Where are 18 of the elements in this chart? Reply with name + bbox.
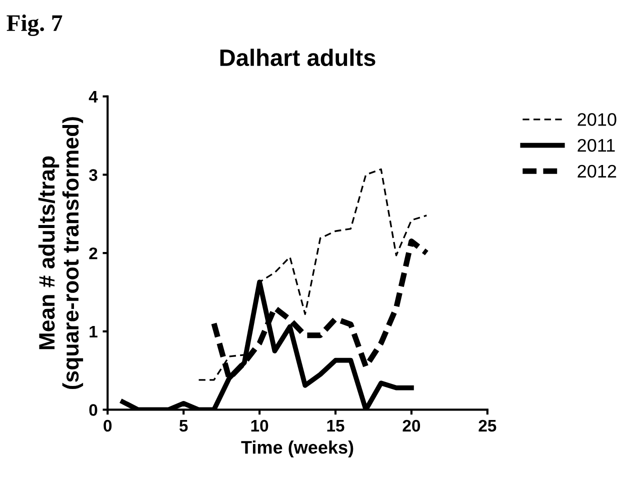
legend-label: 2010 bbox=[578, 113, 616, 126]
y-tick-label: 1 bbox=[90, 326, 98, 338]
chart-title: Dalhart adults bbox=[220, 48, 376, 66]
legend-label: 2012 bbox=[578, 164, 616, 178]
y-tick-label: 2 bbox=[89, 247, 98, 260]
x-tick-label: 15 bbox=[327, 420, 344, 432]
y-tick-label: 0 bbox=[89, 404, 98, 416]
x-tick-label: 5 bbox=[179, 420, 188, 432]
x-tick-label: 10 bbox=[251, 420, 268, 432]
caption: Fig. 7 bbox=[6, 14, 62, 36]
y-axis-title: Mean # adults/trap (square-root transformed) bbox=[38, 117, 84, 389]
y-tick-label: 4 bbox=[88, 90, 98, 102]
legend-label: 2011 bbox=[578, 138, 615, 152]
y-tick-label: 3 bbox=[89, 169, 98, 181]
x-tick-label: 20 bbox=[402, 420, 420, 432]
x-axis-title: Time (weeks) bbox=[241, 440, 354, 458]
x-tick-label: 25 bbox=[478, 420, 496, 432]
x-tick-label: 0 bbox=[104, 420, 112, 432]
